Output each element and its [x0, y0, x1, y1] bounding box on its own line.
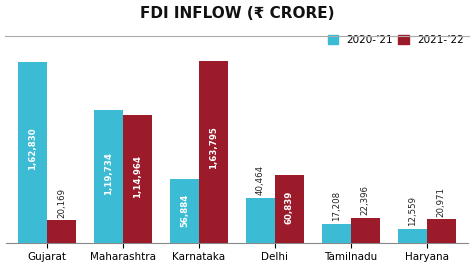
Text: 20,169: 20,169 [57, 188, 66, 218]
Bar [170, 180, 199, 243]
Bar [322, 224, 351, 243]
Bar [427, 219, 456, 243]
Text: 17,208: 17,208 [332, 191, 341, 221]
Bar [18, 62, 47, 243]
Bar [199, 61, 228, 243]
Bar [351, 218, 380, 243]
Title: FDI INFLOW (₹ CRORE): FDI INFLOW (₹ CRORE) [140, 6, 334, 21]
Bar [123, 115, 152, 243]
Bar [246, 198, 275, 243]
Text: 1,14,964: 1,14,964 [133, 155, 142, 198]
Bar [47, 220, 76, 243]
Text: 1,62,830: 1,62,830 [28, 127, 37, 170]
Text: 56,884: 56,884 [180, 193, 189, 226]
Text: 60,839: 60,839 [285, 191, 294, 224]
Text: 40,464: 40,464 [256, 165, 265, 195]
Bar [398, 229, 427, 243]
Text: 20,971: 20,971 [437, 187, 446, 217]
Text: 1,19,734: 1,19,734 [104, 152, 113, 195]
Text: 22,396: 22,396 [361, 185, 370, 215]
Text: 12,559: 12,559 [408, 196, 417, 226]
Bar [94, 110, 123, 243]
Bar [275, 175, 304, 243]
Text: 1,63,795: 1,63,795 [209, 127, 218, 169]
Legend: 2020-’21, 2021-’22: 2020-’21, 2021-’22 [323, 31, 468, 49]
